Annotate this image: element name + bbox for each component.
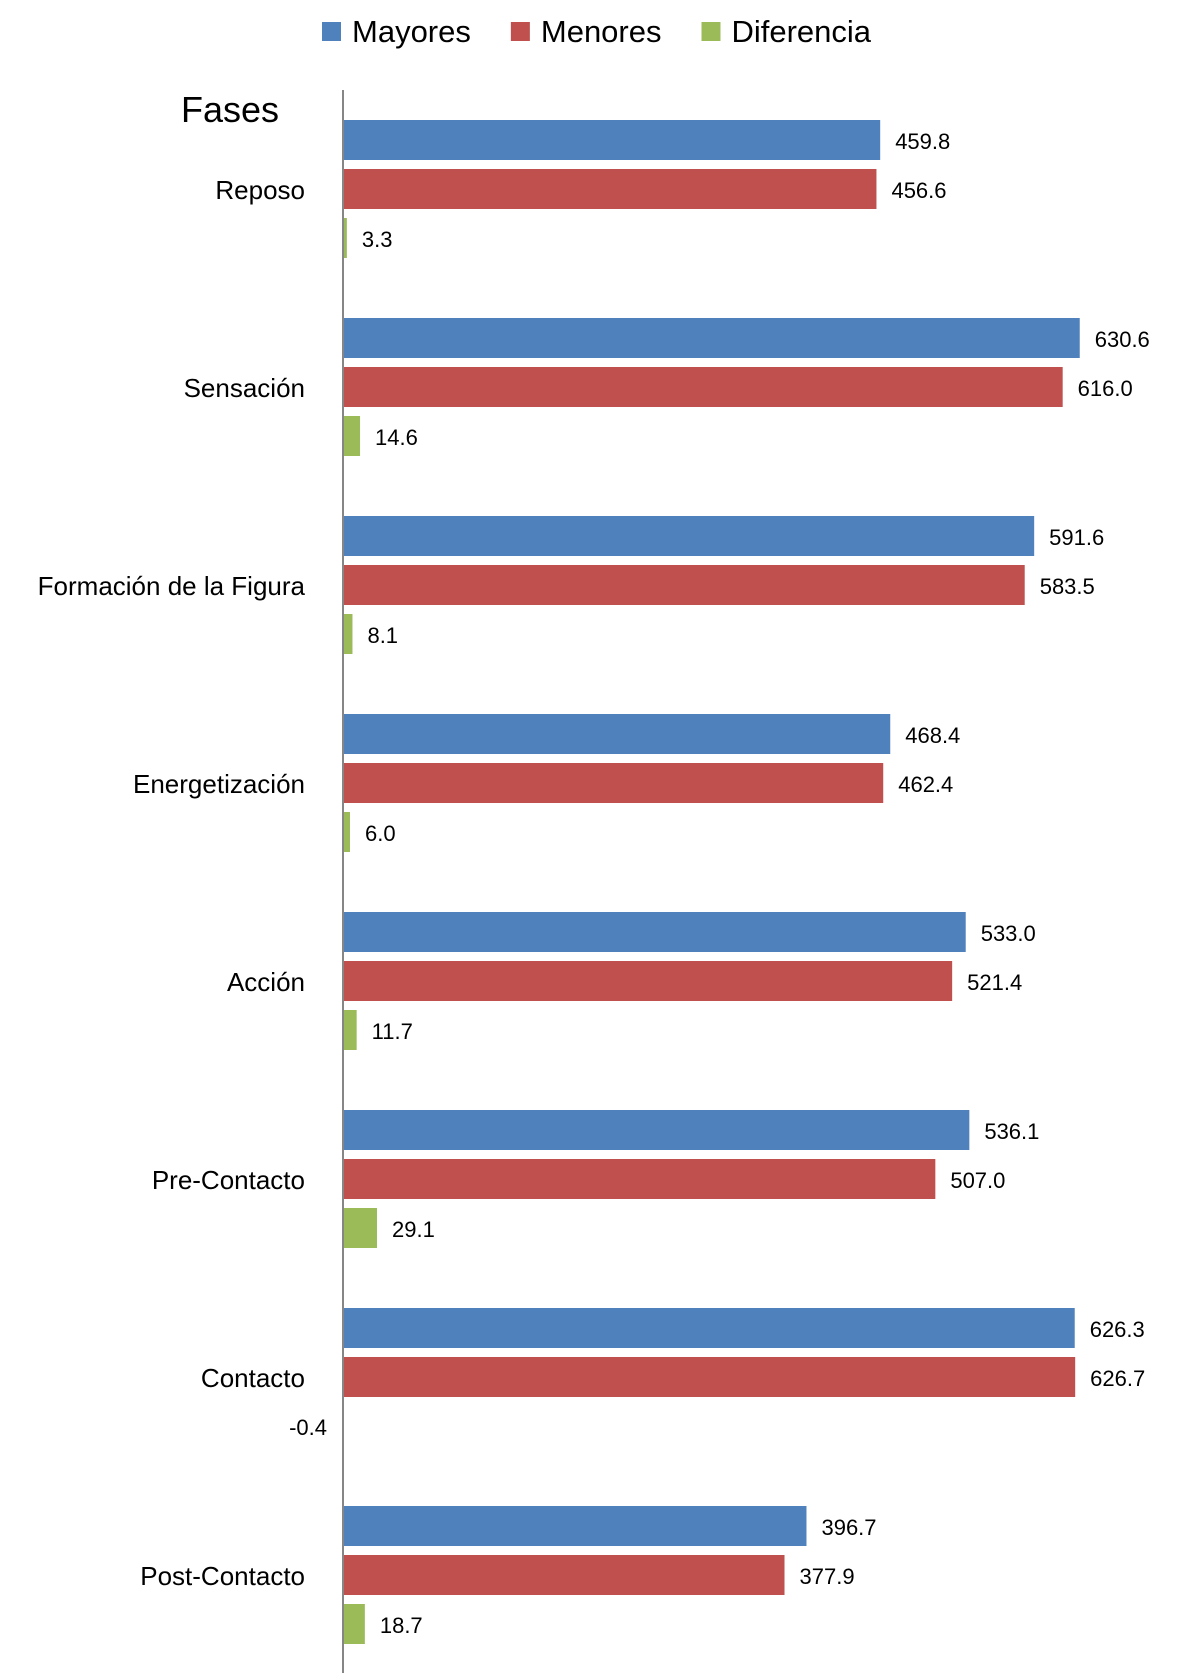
- data-label-1-4: 521.4: [967, 970, 1022, 995]
- bar-2-4: [343, 1010, 357, 1050]
- data-label-0-2: 591.6: [1049, 525, 1104, 550]
- category-label-6: Contacto: [201, 1363, 305, 1393]
- category-label-7: Post-Contacto: [140, 1561, 305, 1591]
- bar-2-0: [343, 218, 347, 258]
- data-label-0-4: 533.0: [981, 921, 1036, 946]
- data-label-1-5: 507.0: [950, 1168, 1005, 1193]
- bar-1-6: [343, 1357, 1076, 1397]
- category-label-0: Reposo: [215, 175, 305, 205]
- data-label-1-3: 462.4: [898, 772, 953, 797]
- data-label-0-3: 468.4: [905, 723, 960, 748]
- category-labels: Reposo Sensación Formación de la Figura Ene…: [38, 175, 306, 1591]
- category-label-2: Formación de la Figura: [38, 571, 306, 601]
- data-label-2-3: 6.0: [365, 821, 396, 846]
- data-label-2-0: 3.3: [362, 227, 393, 252]
- legend-swatch-1: [510, 22, 530, 41]
- bar-1-7: [343, 1555, 785, 1595]
- bar-0-2: [343, 516, 1035, 556]
- bar-1-4: [343, 961, 953, 1001]
- bar-2-2: [343, 614, 353, 654]
- data-label-2-7: 18.7: [380, 1613, 423, 1638]
- bar-1-5: [343, 1159, 936, 1199]
- legend-label-2: Diferencia: [731, 14, 871, 49]
- legend-swatch-0: [322, 22, 341, 41]
- bar-2-7: [343, 1604, 365, 1644]
- legend: Mayores Menores Diferencia: [322, 14, 872, 49]
- data-label-2-5: 29.1: [392, 1217, 435, 1242]
- legend-label-0: Mayores: [352, 14, 471, 49]
- data-label-0-0: 459.8: [895, 129, 950, 154]
- data-label-0-5: 536.1: [984, 1119, 1039, 1144]
- data-label-0-6: 626.3: [1090, 1317, 1145, 1342]
- data-label-1-6: 626.7: [1090, 1366, 1145, 1391]
- bar-1-0: [343, 169, 877, 209]
- data-label-1-2: 583.5: [1040, 574, 1095, 599]
- data-label-2-1: 14.6: [375, 425, 418, 450]
- chart-title: Fases: [181, 89, 279, 130]
- bar-2-5: [343, 1208, 377, 1248]
- data-labels: 459.8 456.6 3.3 630.6 616.0 14.6 591.6 583.5 8.1…: [289, 129, 1150, 1638]
- data-label-0-1: 630.6: [1095, 327, 1150, 352]
- bar-1-2: [343, 565, 1025, 605]
- data-label-0-7: 396.7: [821, 1515, 876, 1540]
- bar-0-4: [343, 912, 966, 952]
- bar-0-1: [343, 318, 1080, 358]
- bar-0-5: [343, 1110, 970, 1150]
- legend-label-1: Menores: [541, 14, 662, 49]
- data-label-1-0: 456.6: [891, 178, 946, 203]
- bar-1-1: [343, 367, 1063, 407]
- data-label-2-6: -0.4: [289, 1415, 327, 1440]
- data-label-1-1: 616.0: [1078, 376, 1133, 401]
- category-label-3: Energetización: [133, 769, 305, 799]
- category-label-4: Acción: [227, 967, 305, 997]
- bars: [343, 120, 1080, 1644]
- bar-2-3: [343, 812, 351, 852]
- category-label-1: Sensación: [184, 373, 305, 403]
- data-label-2-2: 8.1: [367, 623, 398, 648]
- legend-swatch-2: [701, 22, 721, 41]
- bar-0-6: [343, 1308, 1075, 1348]
- data-label-1-7: 377.9: [800, 1564, 855, 1589]
- data-label-2-4: 11.7: [372, 1019, 413, 1044]
- bar-0-7: [343, 1506, 807, 1546]
- bar-2-1: [343, 416, 361, 456]
- category-label-5: Pre-Contacto: [152, 1165, 305, 1195]
- bar-0-0: [343, 120, 881, 160]
- bar-1-3: [343, 763, 884, 803]
- bar-0-3: [343, 714, 891, 754]
